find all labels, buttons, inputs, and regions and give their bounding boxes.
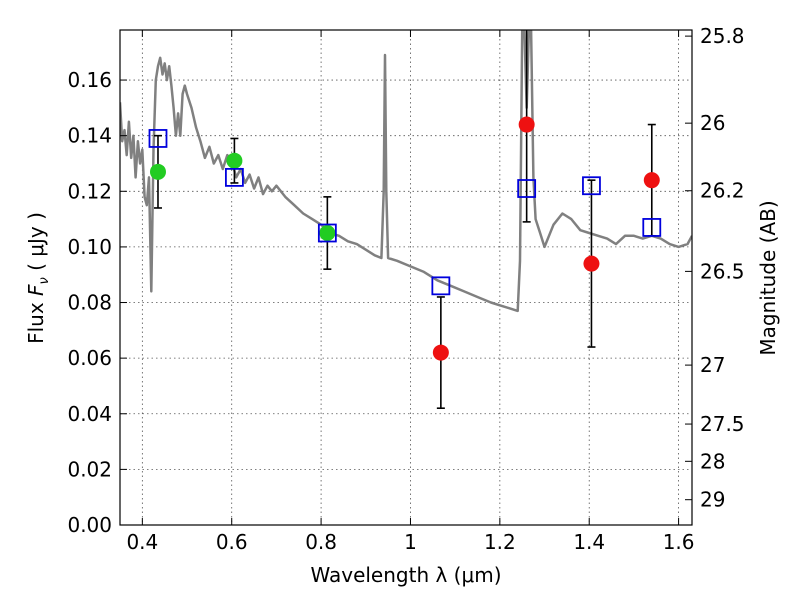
x-axis-label: Wavelength λ (μm) [310, 563, 501, 587]
y-tick-label: 0.02 [67, 457, 112, 481]
data-point-low-snr [432, 344, 449, 361]
axis-ticks: 0.4 0.6 0.8 1 1.2 1.4 1.6 0.00 0.02 0.04 0.06 0.08 0… [67, 24, 744, 554]
y-tick-label: 0.04 [67, 402, 112, 426]
y-tick-label: 0.08 [67, 291, 112, 315]
x-tick-label: 1.4 [573, 530, 605, 554]
grid [120, 30, 692, 526]
right-tick-label: 26.5 [700, 259, 745, 283]
right-tick-label: 28 [700, 449, 725, 473]
marker-layer [148, 116, 662, 361]
data-point-low-snr [518, 116, 535, 133]
data-point-low-snr [583, 255, 600, 272]
model-photometry-square [517, 179, 537, 198]
model-photometry-square [431, 276, 451, 296]
x-tick-label: 1.6 [663, 530, 695, 554]
data-point-detected [319, 225, 336, 242]
model-spectrum-line [120, 30, 692, 313]
y-tick-label: 0.00 [67, 513, 112, 537]
right-axis-label: Magnitude (AB) [756, 200, 780, 355]
right-tick-label: 29 [700, 488, 725, 512]
y-tick-label: 0.10 [67, 235, 112, 259]
model-photometry-square [582, 176, 601, 196]
y-tick-label: 0.14 [67, 124, 112, 148]
right-tick-label: 27 [700, 353, 725, 377]
x-tick-label: 0.4 [126, 530, 158, 554]
right-tick-label: 26.2 [700, 179, 745, 203]
right-tick-label: 26 [700, 111, 725, 135]
right-tick-label: 25.8 [700, 24, 745, 48]
right-tick-label: 27.5 [700, 412, 745, 436]
model-photometry-square [642, 218, 662, 237]
model-photometry-square [148, 129, 168, 148]
x-tick-label: 1.2 [484, 530, 516, 554]
data-point-detected [149, 163, 166, 180]
model-photometry-square [317, 223, 337, 243]
plot-frame [119, 29, 693, 526]
y-tick-label: 0.16 [67, 68, 112, 92]
data-point-detected [226, 152, 243, 169]
y-axis-label: Flux Fν ( μJy ) [24, 212, 52, 344]
model-photometry-square [224, 167, 244, 187]
y-tick-label: 0.06 [67, 346, 112, 370]
model-spectrum-layer [120, 30, 692, 313]
x-tick-label: 0.6 [216, 530, 248, 554]
y-tick-label: 0.12 [67, 179, 112, 203]
x-tick-label: 0.8 [305, 530, 337, 554]
x-tick-label: 1 [404, 530, 417, 554]
data-point-low-snr [643, 172, 660, 189]
